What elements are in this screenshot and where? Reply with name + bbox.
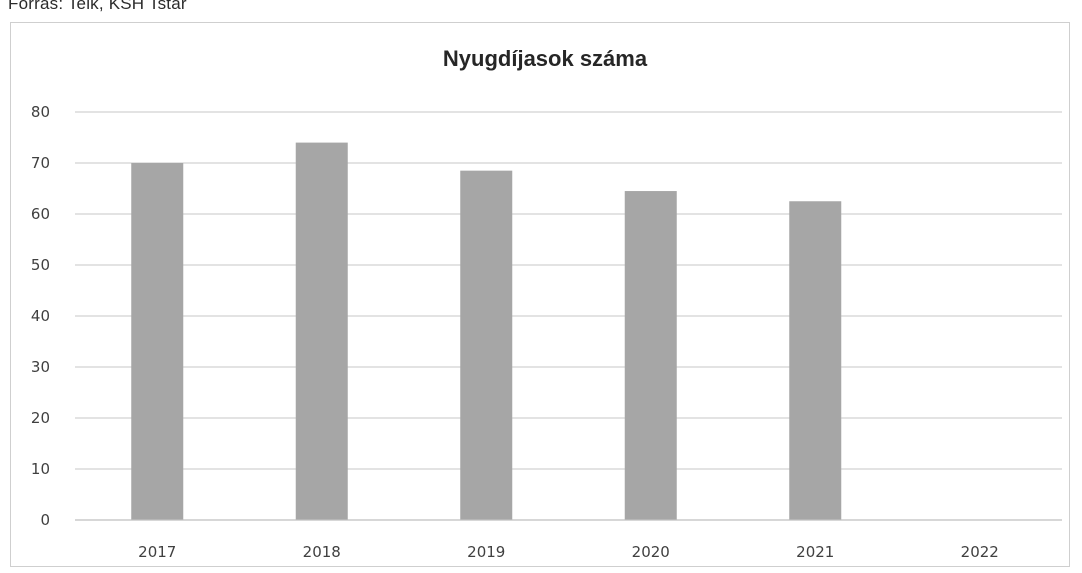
bar-2019 xyxy=(460,170,513,520)
x-tick-label: 2017 xyxy=(138,543,176,561)
x-axis-labels: 2017 2018 2019 2020 2021 2022 xyxy=(138,543,999,561)
bar-2017 xyxy=(131,163,184,520)
chart-frame xyxy=(10,22,1070,567)
y-tick-label: 40 xyxy=(31,307,50,325)
x-tick-label: 2020 xyxy=(632,543,670,561)
bar-2018 xyxy=(295,142,348,520)
x-tick-label: 2022 xyxy=(961,543,999,561)
bar-2021 xyxy=(789,201,842,520)
chart-title: Nyugdíjasok száma xyxy=(443,46,648,71)
y-tick-label: 20 xyxy=(31,409,50,427)
y-tick-label: 60 xyxy=(31,205,50,223)
y-tick-label: 30 xyxy=(31,358,50,376)
y-tick-label: 0 xyxy=(40,511,50,529)
y-axis-labels: 0 10 20 30 40 50 60 70 80 xyxy=(31,103,50,529)
y-tick-label: 70 xyxy=(31,154,50,172)
source-note: Forrás: Telk, KSH Tstar xyxy=(8,0,187,13)
gridlines xyxy=(75,111,1062,470)
x-tick-label: 2019 xyxy=(467,543,505,561)
bar-2020 xyxy=(624,191,677,521)
y-tick-label: 10 xyxy=(31,460,50,478)
x-tick-label: 2018 xyxy=(303,543,341,561)
x-tick-label: 2021 xyxy=(796,543,834,561)
y-tick-label: 50 xyxy=(31,256,50,274)
bars xyxy=(131,142,842,521)
y-tick-label: 80 xyxy=(31,103,50,121)
